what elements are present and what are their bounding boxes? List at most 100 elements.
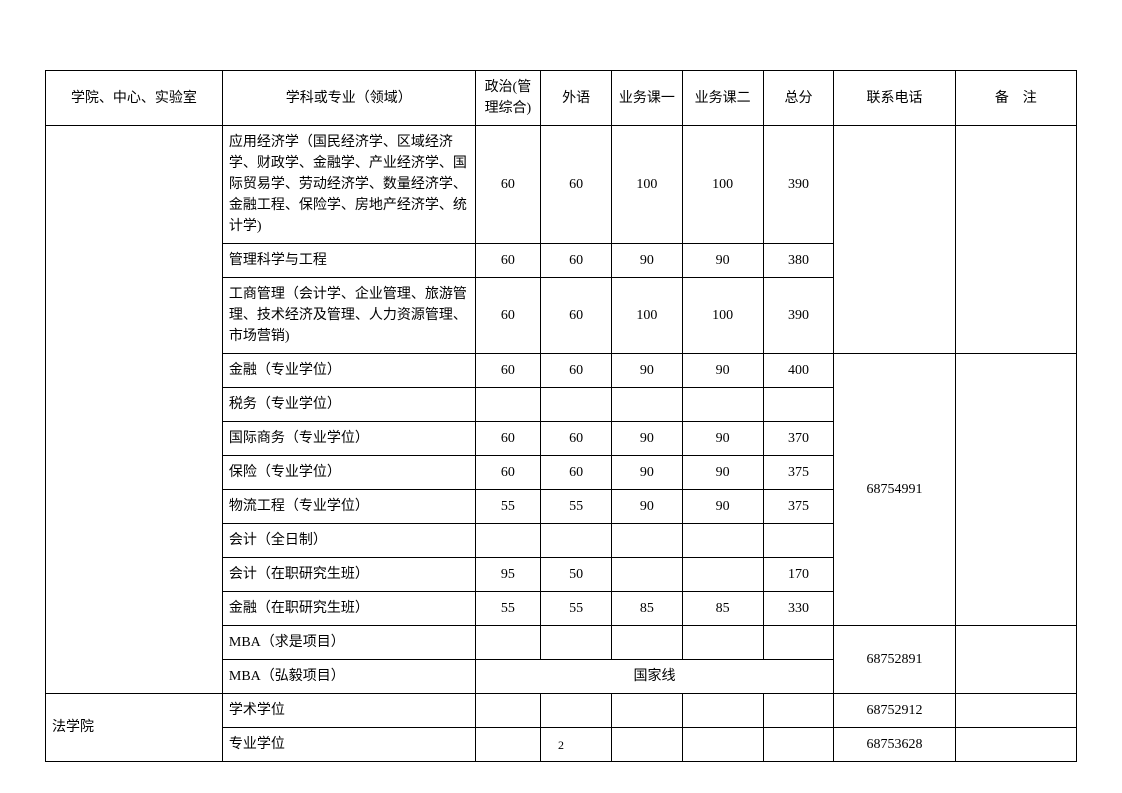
college-cell — [46, 126, 223, 694]
phone-cell — [834, 126, 955, 354]
score-cell: 55 — [475, 592, 541, 626]
score-cell: 50 — [541, 558, 612, 592]
score-cell — [541, 524, 612, 558]
score-cell: 60 — [541, 422, 612, 456]
score-cell: 90 — [612, 244, 683, 278]
score-cell: 375 — [763, 456, 834, 490]
remark-cell — [955, 126, 1076, 354]
score-cell: 60 — [475, 456, 541, 490]
subject-cell: 税务（专业学位） — [222, 388, 475, 422]
score-table: 学院、中心、实验室 学科或专业（领域） 政治(管理综合) 外语 业务课一 业务课… — [45, 70, 1077, 762]
score-cell: 90 — [612, 490, 683, 524]
score-cell: 60 — [541, 456, 612, 490]
national-line-cell: 国家线 — [475, 660, 834, 694]
score-cell — [763, 626, 834, 660]
score-cell: 90 — [682, 244, 763, 278]
subject-cell: 工商管理（会计学、企业管理、旅游管理、技术经济及管理、人力资源管理、市场营销) — [222, 278, 475, 354]
score-cell — [682, 626, 763, 660]
subject-cell: 会计（在职研究生班） — [222, 558, 475, 592]
score-cell — [541, 388, 612, 422]
score-cell: 55 — [541, 592, 612, 626]
score-cell: 90 — [612, 422, 683, 456]
score-cell — [682, 388, 763, 422]
score-cell: 90 — [682, 354, 763, 388]
header-total: 总分 — [763, 71, 834, 126]
score-cell: 390 — [763, 126, 834, 244]
score-cell: 95 — [475, 558, 541, 592]
score-cell: 100 — [612, 278, 683, 354]
score-cell: 90 — [682, 490, 763, 524]
subject-cell: 保险（专业学位） — [222, 456, 475, 490]
page-container: 学院、中心、实验室 学科或专业（领域） 政治(管理综合) 外语 业务课一 业务课… — [0, 0, 1122, 793]
score-cell — [475, 524, 541, 558]
score-cell: 390 — [763, 278, 834, 354]
score-cell: 55 — [541, 490, 612, 524]
remark-cell — [955, 354, 1076, 626]
subject-cell: 物流工程（专业学位） — [222, 490, 475, 524]
score-cell: 330 — [763, 592, 834, 626]
score-cell: 60 — [541, 278, 612, 354]
score-cell: 400 — [763, 354, 834, 388]
remark-cell — [955, 626, 1076, 694]
subject-cell: 金融（专业学位） — [222, 354, 475, 388]
score-cell: 100 — [612, 126, 683, 244]
score-cell: 85 — [612, 592, 683, 626]
score-cell: 380 — [763, 244, 834, 278]
page-number: 2 — [0, 738, 1122, 753]
subject-cell: 学术学位 — [222, 694, 475, 728]
score-cell — [541, 694, 612, 728]
score-cell: 100 — [682, 278, 763, 354]
score-cell — [475, 694, 541, 728]
header-phone: 联系电话 — [834, 71, 955, 126]
score-cell: 60 — [475, 354, 541, 388]
score-cell — [682, 558, 763, 592]
score-cell — [612, 626, 683, 660]
score-cell — [541, 626, 612, 660]
remark-cell — [955, 694, 1076, 728]
phone-cell: 68754991 — [834, 354, 955, 626]
phone-cell: 68752912 — [834, 694, 955, 728]
score-cell: 60 — [541, 354, 612, 388]
score-cell — [682, 524, 763, 558]
score-cell — [763, 388, 834, 422]
score-cell: 90 — [612, 456, 683, 490]
header-course-1: 业务课一 — [612, 71, 683, 126]
subject-cell: 应用经济学（国民经济学、区域经济学、财政学、金融学、产业经济学、国际贸易学、劳动… — [222, 126, 475, 244]
score-cell — [475, 388, 541, 422]
score-cell — [763, 694, 834, 728]
score-cell: 90 — [612, 354, 683, 388]
score-cell: 370 — [763, 422, 834, 456]
score-cell: 85 — [682, 592, 763, 626]
header-foreign-lang: 外语 — [541, 71, 612, 126]
subject-cell: 国际商务（专业学位） — [222, 422, 475, 456]
header-subject: 学科或专业（领域） — [222, 71, 475, 126]
score-cell: 60 — [475, 422, 541, 456]
score-cell — [612, 558, 683, 592]
score-cell — [763, 524, 834, 558]
score-cell — [612, 388, 683, 422]
score-cell: 90 — [682, 456, 763, 490]
score-cell — [682, 694, 763, 728]
header-politics: 政治(管理综合) — [475, 71, 541, 126]
subject-cell: 管理科学与工程 — [222, 244, 475, 278]
score-cell: 170 — [763, 558, 834, 592]
score-cell: 375 — [763, 490, 834, 524]
score-cell — [612, 524, 683, 558]
score-cell: 100 — [682, 126, 763, 244]
score-cell: 60 — [475, 244, 541, 278]
subject-cell: 会计（全日制） — [222, 524, 475, 558]
score-cell — [475, 626, 541, 660]
header-remark: 备 注 — [955, 71, 1076, 126]
score-cell: 55 — [475, 490, 541, 524]
score-cell — [612, 694, 683, 728]
table-row: 法学院 学术学位 68752912 — [46, 694, 1077, 728]
header-course-2: 业务课二 — [682, 71, 763, 126]
subject-cell: MBA（弘毅项目） — [222, 660, 475, 694]
score-cell: 60 — [475, 278, 541, 354]
header-row: 学院、中心、实验室 学科或专业（领域） 政治(管理综合) 外语 业务课一 业务课… — [46, 71, 1077, 126]
phone-cell: 68752891 — [834, 626, 955, 694]
score-cell: 60 — [541, 244, 612, 278]
score-cell: 60 — [475, 126, 541, 244]
table-row: 应用经济学（国民经济学、区域经济学、财政学、金融学、产业经济学、国际贸易学、劳动… — [46, 126, 1077, 244]
score-cell: 90 — [682, 422, 763, 456]
